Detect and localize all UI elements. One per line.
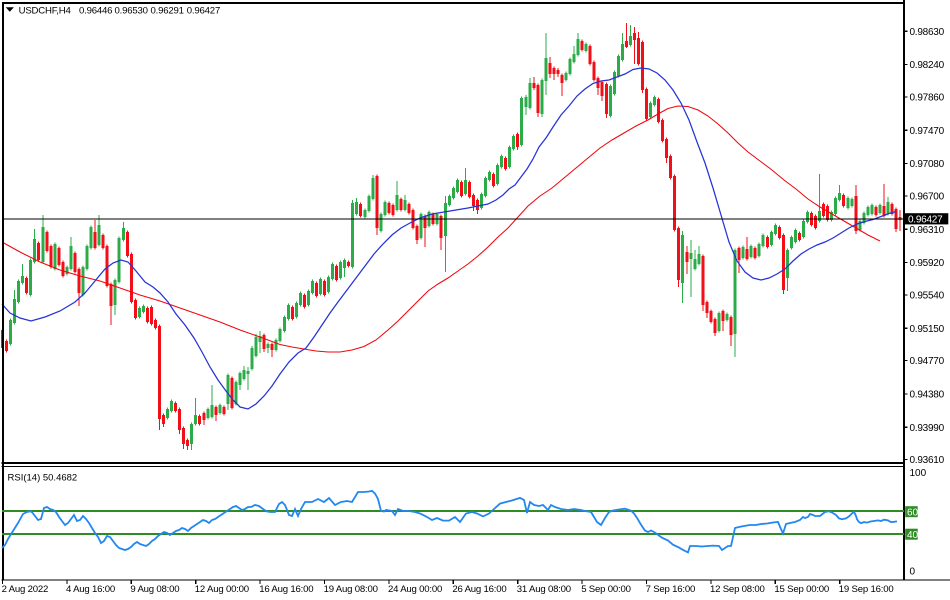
svg-text:0.96700: 0.96700 (910, 192, 945, 203)
svg-text:24 Aug 00:00: 24 Aug 00:00 (388, 584, 442, 595)
svg-text:0.98240: 0.98240 (910, 60, 945, 71)
svg-text:0.98630: 0.98630 (910, 27, 945, 38)
svg-text:0.95540: 0.95540 (910, 291, 945, 302)
svg-text:7 Sep 16:00: 7 Sep 16:00 (646, 584, 696, 595)
svg-text:19 Sep 16:00: 19 Sep 16:00 (839, 584, 894, 595)
svg-text:0.96530: 0.96530 (115, 5, 148, 16)
svg-text:4 Aug 16:00: 4 Aug 16:00 (66, 584, 115, 595)
svg-text:5 Sep 00:00: 5 Sep 00:00 (581, 584, 631, 595)
svg-text:0.94380: 0.94380 (910, 390, 945, 401)
svg-text:9 Aug 08:00: 9 Aug 08:00 (130, 584, 179, 595)
svg-text:15 Sep 00:00: 15 Sep 00:00 (774, 584, 829, 595)
svg-text:0.97860: 0.97860 (910, 93, 945, 104)
svg-text:0.93990: 0.93990 (910, 423, 945, 434)
svg-text:12 Aug 00:00: 12 Aug 00:00 (195, 584, 249, 595)
svg-text:0.96427: 0.96427 (187, 5, 220, 16)
svg-text:100: 100 (910, 468, 927, 479)
svg-text:0.93610: 0.93610 (910, 455, 945, 466)
svg-text:0: 0 (910, 567, 916, 578)
svg-text:0.96446: 0.96446 (79, 5, 112, 16)
svg-text:12 Sep 08:00: 12 Sep 08:00 (710, 584, 765, 595)
svg-text:USDCHF,H4: USDCHF,H4 (19, 5, 72, 16)
svg-text:0.95150: 0.95150 (910, 324, 945, 335)
svg-text:0.95920: 0.95920 (910, 258, 945, 269)
svg-text:40: 40 (907, 530, 919, 541)
svg-text:0.97470: 0.97470 (910, 126, 945, 137)
svg-text:19 Aug 08:00: 19 Aug 08:00 (324, 584, 378, 595)
svg-text:0.94770: 0.94770 (910, 356, 945, 367)
svg-text:60: 60 (907, 507, 919, 518)
svg-text:0.96427: 0.96427 (908, 214, 943, 225)
svg-text:0.96310: 0.96310 (910, 225, 945, 236)
svg-text:RSI(14) 50.4682: RSI(14) 50.4682 (8, 473, 78, 484)
svg-text:2 Aug 2022: 2 Aug 2022 (2, 584, 49, 595)
svg-text:0.96291: 0.96291 (151, 5, 184, 16)
svg-text:26 Aug 16:00: 26 Aug 16:00 (452, 584, 506, 595)
svg-text:0.97080: 0.97080 (910, 159, 945, 170)
svg-text:16 Aug 16:00: 16 Aug 16:00 (259, 584, 313, 595)
svg-text:31 Aug 08:00: 31 Aug 08:00 (517, 584, 571, 595)
